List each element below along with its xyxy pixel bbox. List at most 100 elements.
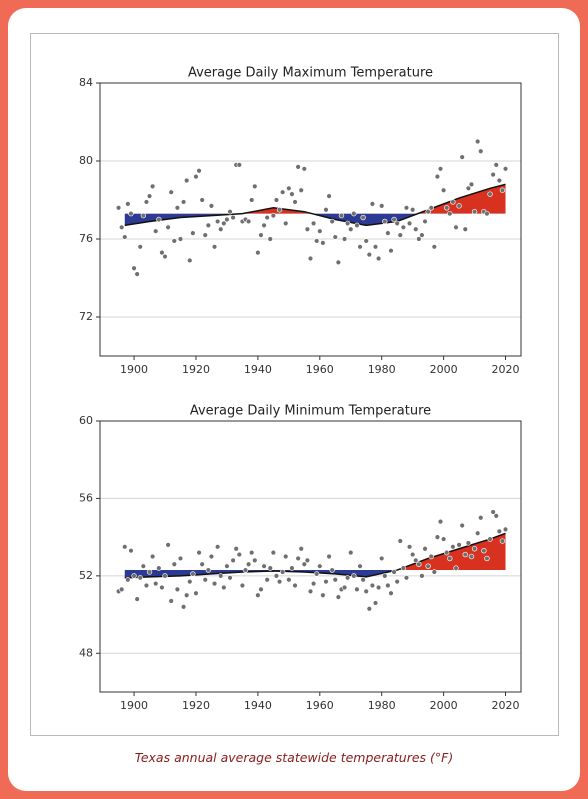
- point: [159, 249, 165, 256]
- point: [171, 238, 177, 244]
- point: [440, 187, 447, 193]
- point: [168, 598, 174, 604]
- point: [338, 212, 345, 219]
- point: [487, 536, 493, 542]
- band-below: [124, 213, 506, 226]
- point: [289, 565, 295, 571]
- point: [397, 232, 403, 238]
- point: [351, 573, 357, 579]
- x-tick-label: 1900: [120, 363, 148, 376]
- point: [329, 567, 335, 573]
- point: [162, 573, 168, 579]
- point: [493, 162, 499, 168]
- axes-frame: [99, 420, 522, 693]
- point: [174, 586, 181, 593]
- point: [211, 580, 218, 587]
- band-above: [242, 184, 506, 214]
- y-tick-label: 52: [79, 569, 93, 582]
- point: [378, 203, 385, 209]
- point: [326, 193, 332, 199]
- point: [245, 561, 252, 567]
- point: [431, 244, 438, 250]
- point: [320, 240, 326, 246]
- point: [375, 255, 382, 262]
- point: [149, 183, 156, 190]
- point: [214, 544, 221, 550]
- point: [335, 259, 342, 266]
- point: [471, 546, 478, 552]
- x-tick-label: 1920: [182, 363, 210, 376]
- x-tick-label: 1900: [120, 699, 148, 712]
- point: [218, 573, 224, 579]
- point: [230, 557, 236, 564]
- point: [264, 214, 270, 221]
- point: [502, 526, 509, 533]
- point: [122, 544, 128, 550]
- point: [115, 205, 122, 211]
- point: [385, 230, 391, 236]
- point: [431, 569, 438, 575]
- point: [137, 244, 143, 250]
- point: [118, 586, 125, 593]
- caption: Texas annual average statewide temperatu…: [134, 750, 454, 765]
- point: [307, 588, 314, 595]
- point: [177, 555, 184, 562]
- point: [344, 220, 351, 227]
- point: [403, 575, 410, 581]
- point: [400, 224, 407, 231]
- point: [502, 166, 509, 172]
- point: [245, 218, 252, 225]
- point: [140, 212, 147, 219]
- point: [283, 553, 289, 560]
- point: [149, 553, 156, 560]
- point: [292, 582, 298, 589]
- point: [332, 234, 338, 240]
- point: [307, 255, 314, 262]
- point: [214, 218, 221, 225]
- point: [140, 563, 147, 569]
- point: [484, 555, 490, 562]
- point: [165, 542, 171, 548]
- point: [276, 578, 283, 585]
- point: [372, 244, 379, 250]
- point: [391, 216, 397, 223]
- point: [295, 555, 301, 562]
- point: [227, 575, 233, 581]
- point: [348, 549, 354, 556]
- point: [221, 220, 227, 227]
- point: [462, 226, 468, 232]
- point: [248, 197, 255, 203]
- point: [248, 549, 255, 556]
- y-tick-label: 76: [79, 232, 93, 245]
- y-tick-label: 56: [79, 491, 93, 504]
- point: [180, 199, 187, 205]
- y-tick-label: 60: [79, 414, 93, 427]
- point: [465, 540, 472, 546]
- point: [335, 594, 342, 600]
- point: [255, 249, 261, 256]
- point: [162, 253, 168, 260]
- point: [382, 218, 388, 225]
- point: [174, 205, 181, 211]
- card: [8, 8, 580, 791]
- band-above: [124, 533, 506, 571]
- point: [453, 565, 459, 571]
- point: [255, 592, 261, 598]
- point: [153, 228, 159, 234]
- point: [341, 236, 348, 242]
- point: [159, 584, 165, 591]
- point: [481, 547, 487, 554]
- point: [406, 220, 413, 227]
- point: [233, 546, 239, 552]
- point: [224, 563, 230, 569]
- point: [484, 210, 490, 217]
- point: [118, 224, 125, 231]
- x-tick-label: 2000: [430, 699, 458, 712]
- point: [499, 538, 506, 544]
- point: [341, 584, 348, 591]
- point: [474, 138, 481, 145]
- point: [468, 553, 475, 560]
- point: [187, 257, 193, 264]
- point: [437, 518, 444, 525]
- point: [218, 226, 224, 232]
